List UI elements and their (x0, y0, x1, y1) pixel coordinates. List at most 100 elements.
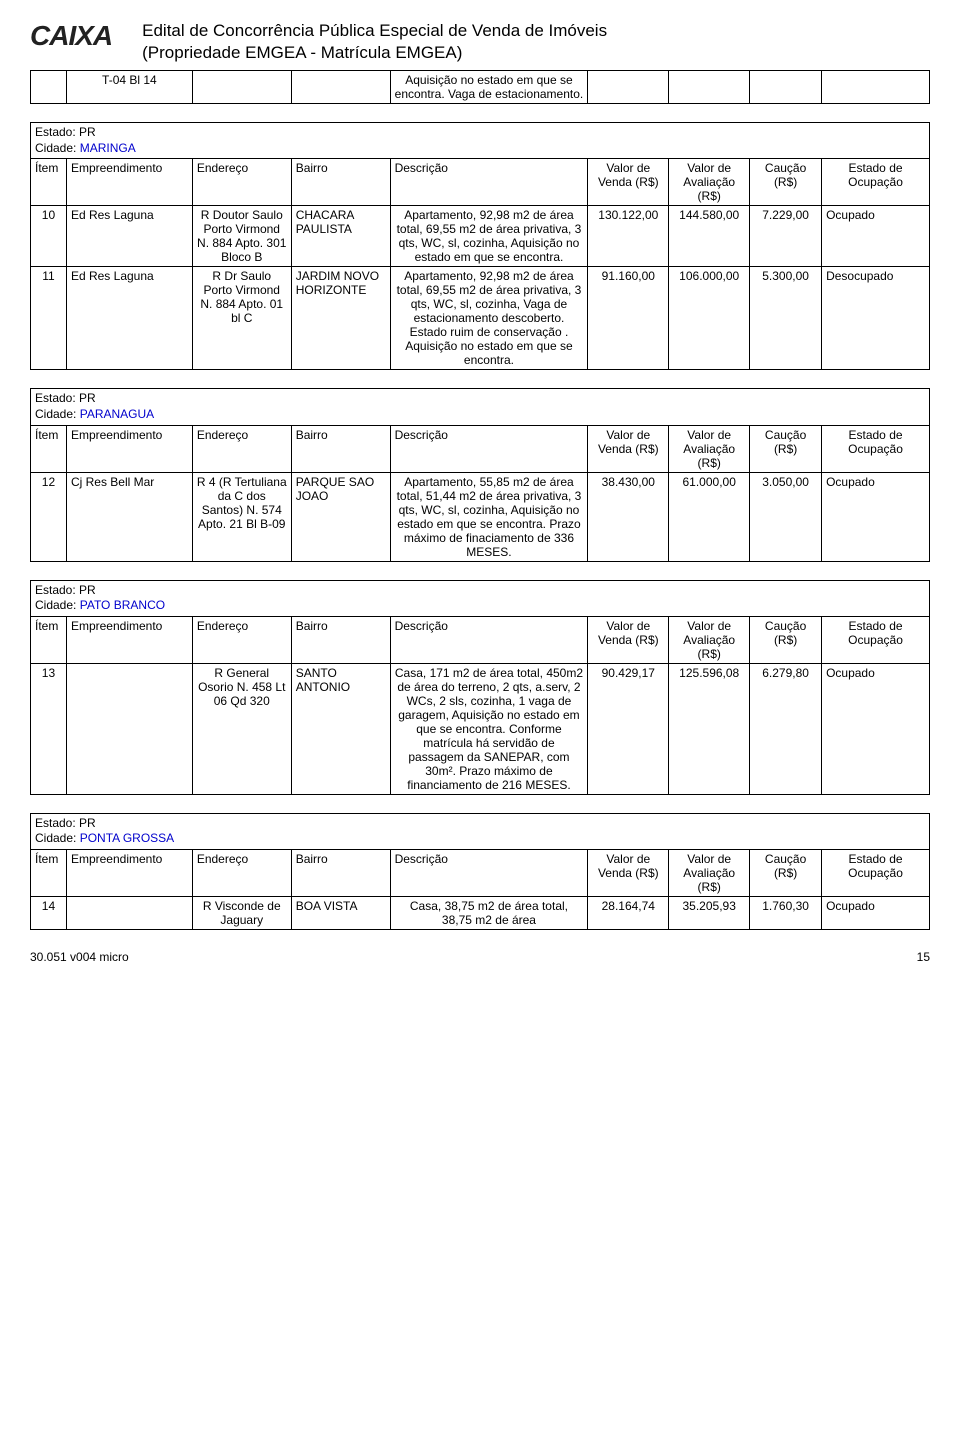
estado-label: Estado: (35, 125, 76, 139)
title-block: Edital de Concorrência Pública Especial … (142, 20, 607, 64)
estado-line: Estado: PR (35, 125, 925, 141)
col-header-endereco: Endereço (192, 159, 291, 206)
col-header-avaliacao: Valor de Avaliação (R$) (669, 159, 750, 206)
cell-item: 13 (31, 663, 67, 794)
cell-bairro: BOA VISTA (291, 896, 390, 929)
table-header-row: ÍtemEmpreendimentoEndereçoBairroDescriçã… (31, 159, 930, 206)
col-header-empreendimento: Empreendimento (66, 616, 192, 663)
cell-empreendimento: Ed Res Laguna (66, 267, 192, 370)
col-header-avaliacao: Valor de Avaliação (R$) (669, 849, 750, 896)
cell-ocup: Ocupado (822, 472, 930, 561)
col-header-endereco: Endereço (192, 425, 291, 472)
cell-avaliacao: 125.596,08 (669, 663, 750, 794)
cidade-value: MARINGA (80, 141, 136, 155)
cell-venda: 91.160,00 (588, 267, 669, 370)
cidade-label: Cidade: (35, 598, 76, 612)
col-header-avaliacao: Valor de Avaliação (R$) (669, 425, 750, 472)
cell-avaliacao: 35.205,93 (669, 896, 750, 929)
cell-descricao: Apartamento, 92,98 m2 de área total, 69,… (390, 267, 588, 370)
col-header-venda: Valor de Venda (R$) (588, 849, 669, 896)
col-header-caucao: Caução (R$) (750, 159, 822, 206)
estado-line: Estado: PR (35, 583, 925, 599)
cidade-value: PATO BRANCO (80, 598, 165, 612)
page-header: CAIXA Edital de Concorrência Pública Esp… (30, 20, 930, 64)
col-header-endereco: Endereço (192, 616, 291, 663)
property-table: ÍtemEmpreendimentoEndereçoBairroDescriçã… (30, 425, 930, 562)
frag-cell: T-04 Bl 14 (66, 71, 192, 104)
cell-ocup: Desocupado (822, 267, 930, 370)
col-header-estado_ocup: Estado de Ocupação (822, 425, 930, 472)
cell-empreendimento (66, 663, 192, 794)
footer-left: 30.051 v004 micro (30, 950, 129, 964)
table-header-row: ÍtemEmpreendimentoEndereçoBairroDescriçã… (31, 616, 930, 663)
col-header-item: Ítem (31, 616, 67, 663)
table-row: 12Cj Res Bell MarR 4 (R Tertuliana da C … (31, 472, 930, 561)
cell-descricao: Apartamento, 55,85 m2 de área total, 51,… (390, 472, 588, 561)
estado-label: Estado: (35, 583, 76, 597)
col-header-empreendimento: Empreendimento (66, 425, 192, 472)
footer-page-number: 15 (917, 950, 930, 964)
col-header-venda: Valor de Venda (R$) (588, 159, 669, 206)
col-header-avaliacao: Valor de Avaliação (R$) (669, 616, 750, 663)
cidade-line: Cidade: PATO BRANCO (35, 598, 925, 614)
col-header-item: Ítem (31, 425, 67, 472)
col-header-caucao: Caução (R$) (750, 616, 822, 663)
col-header-caucao: Caução (R$) (750, 849, 822, 896)
estado-value: PR (79, 125, 96, 139)
col-header-venda: Valor de Venda (R$) (588, 425, 669, 472)
cell-bairro: CHACARA PAULISTA (291, 206, 390, 267)
page-footer: 30.051 v004 micro 15 (30, 950, 930, 964)
cell-endereco: R Doutor Saulo Porto Virmond N. 884 Apto… (192, 206, 291, 267)
cell-avaliacao: 106.000,00 (669, 267, 750, 370)
frag-cell (291, 71, 390, 104)
frag-cell (588, 71, 669, 104)
cidade-label: Cidade: (35, 141, 76, 155)
caixa-logo: CAIXA (30, 20, 112, 52)
cell-avaliacao: 144.580,00 (669, 206, 750, 267)
cell-descricao: Casa, 171 m2 de área total, 450m2 de áre… (390, 663, 588, 794)
property-table: ÍtemEmpreendimentoEndereçoBairroDescriçã… (30, 849, 930, 930)
title-line-2: (Propriedade EMGEA - Matrícula EMGEA) (142, 42, 607, 64)
cell-venda: 38.430,00 (588, 472, 669, 561)
cell-bairro: JARDIM NOVO HORIZONTE (291, 267, 390, 370)
col-header-empreendimento: Empreendimento (66, 159, 192, 206)
cell-empreendimento: Ed Res Laguna (66, 206, 192, 267)
cell-item: 12 (31, 472, 67, 561)
col-header-descricao: Descrição (390, 616, 588, 663)
col-header-descricao: Descrição (390, 849, 588, 896)
col-header-descricao: Descrição (390, 425, 588, 472)
estado-label: Estado: (35, 816, 76, 830)
col-header-estado_ocup: Estado de Ocupação (822, 159, 930, 206)
frag-cell (31, 71, 67, 104)
frag-cell (822, 71, 930, 104)
cell-venda: 130.122,00 (588, 206, 669, 267)
table-row: T-04 Bl 14 Aquisição no estado em que se… (31, 71, 930, 104)
cell-item: 11 (31, 267, 67, 370)
col-header-item: Ítem (31, 849, 67, 896)
frag-cell: Aquisição no estado em que se encontra. … (390, 71, 588, 104)
col-header-estado_ocup: Estado de Ocupação (822, 616, 930, 663)
estado-label: Estado: (35, 391, 76, 405)
cell-endereco: R General Osorio N. 458 Lt 06 Qd 320 (192, 663, 291, 794)
section-info: Estado: PRCidade: MARINGA (30, 122, 930, 159)
col-header-empreendimento: Empreendimento (66, 849, 192, 896)
property-table: ÍtemEmpreendimentoEndereçoBairroDescriçã… (30, 158, 930, 370)
cell-endereco: R Dr Saulo Porto Virmond N. 884 Apto. 01… (192, 267, 291, 370)
col-header-bairro: Bairro (291, 159, 390, 206)
table-row: 14R Visconde de JaguaryBOA VISTACasa, 38… (31, 896, 930, 929)
cell-ocup: Ocupado (822, 206, 930, 267)
cidade-line: Cidade: PONTA GROSSA (35, 831, 925, 847)
property-table: ÍtemEmpreendimentoEndereçoBairroDescriçã… (30, 616, 930, 795)
section-info: Estado: PRCidade: PATO BRANCO (30, 580, 930, 617)
estado-value: PR (79, 583, 96, 597)
estado-line: Estado: PR (35, 391, 925, 407)
section-info: Estado: PRCidade: PARANAGUA (30, 388, 930, 425)
cell-ocup: Ocupado (822, 896, 930, 929)
estado-line: Estado: PR (35, 816, 925, 832)
cell-empreendimento (66, 896, 192, 929)
cidade-value: PARANAGUA (80, 407, 154, 421)
cell-caucao: 3.050,00 (750, 472, 822, 561)
sections-container: Estado: PRCidade: MARINGAÍtemEmpreendime… (30, 122, 930, 930)
frag-cell (669, 71, 750, 104)
col-header-estado_ocup: Estado de Ocupação (822, 849, 930, 896)
